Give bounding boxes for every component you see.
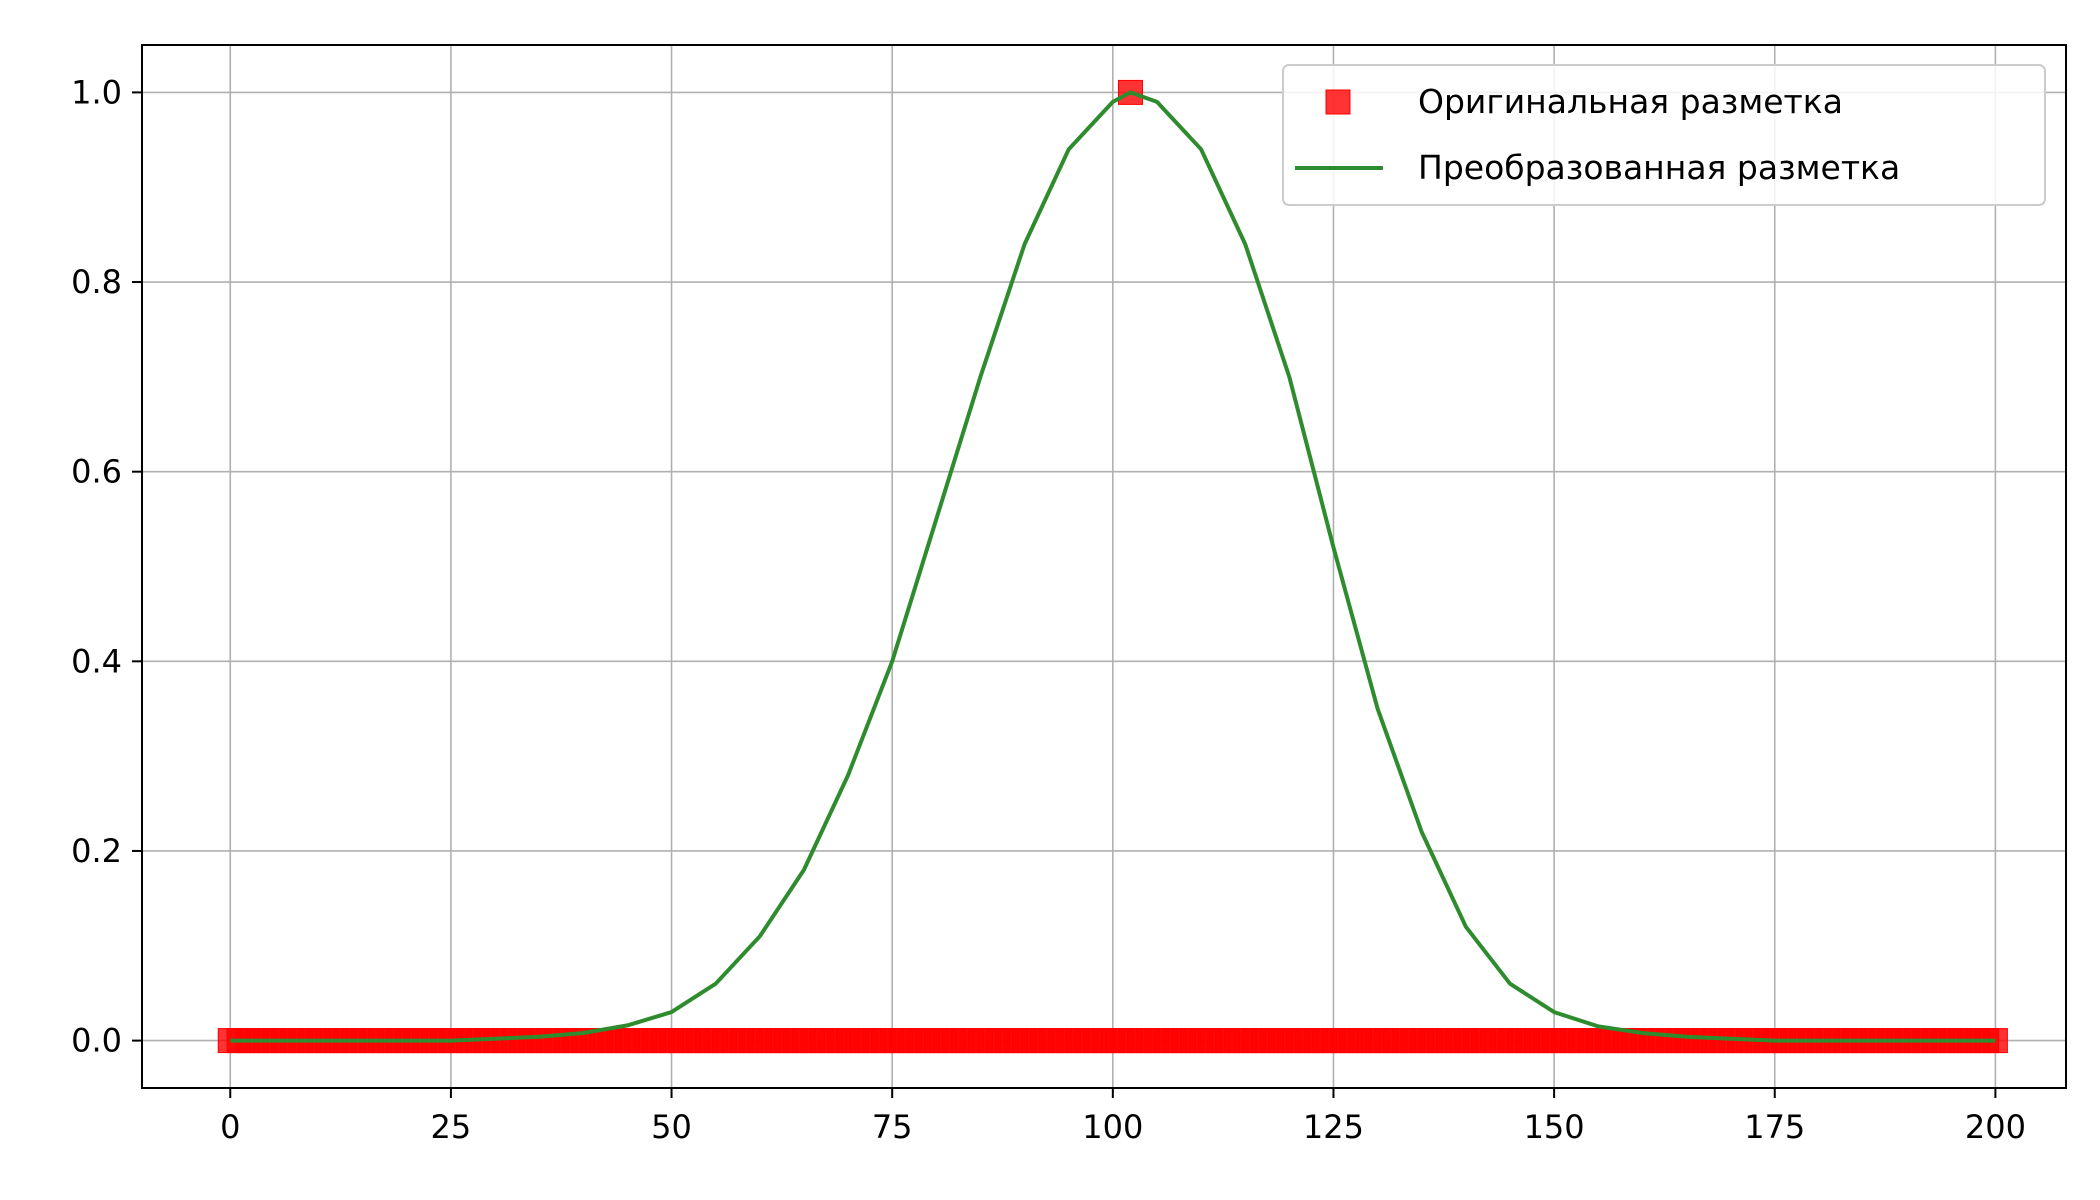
transformed-line [230, 90, 1996, 1043]
y-tick-label: 0.8 [71, 263, 122, 301]
legend: Оригинальная разметка Преобразованная раз… [1282, 64, 2046, 206]
x-tick-label: 25 [431, 1108, 472, 1146]
x-tick-label: 200 [1965, 1108, 2026, 1146]
x-tick-label: 50 [651, 1108, 692, 1146]
y-tick-label: 0.0 [71, 1022, 122, 1060]
legend-marker-original [1325, 89, 1351, 115]
y-tick-label: 0.2 [71, 832, 122, 870]
x-tick-label: 0 [220, 1108, 240, 1146]
legend-label-transformed: Преобразованная разметка [1418, 148, 1900, 187]
plot-series [217, 79, 2008, 1054]
y-tick-label: 0.4 [71, 642, 122, 680]
x-tick-label: 100 [1082, 1108, 1143, 1146]
y-tick-label: 0.6 [71, 453, 122, 491]
original-marker [1117, 1028, 1143, 1054]
x-tick-label: 125 [1303, 1108, 1364, 1146]
x-tick-label: 175 [1744, 1108, 1805, 1146]
legend-label-original: Оригинальная разметка [1418, 82, 1843, 121]
plot-frame [141, 44, 2067, 1089]
x-tick-label: 75 [872, 1108, 913, 1146]
axis-ticks: 0 25 50 75 100 125 150 175 200 0.0 0.2 0.4 0.6 0.8 1.0 [71, 73, 2026, 1146]
x-tick-label: 150 [1524, 1108, 1585, 1146]
legend-box [1282, 64, 2046, 206]
y-tick-label: 1.0 [71, 73, 122, 111]
